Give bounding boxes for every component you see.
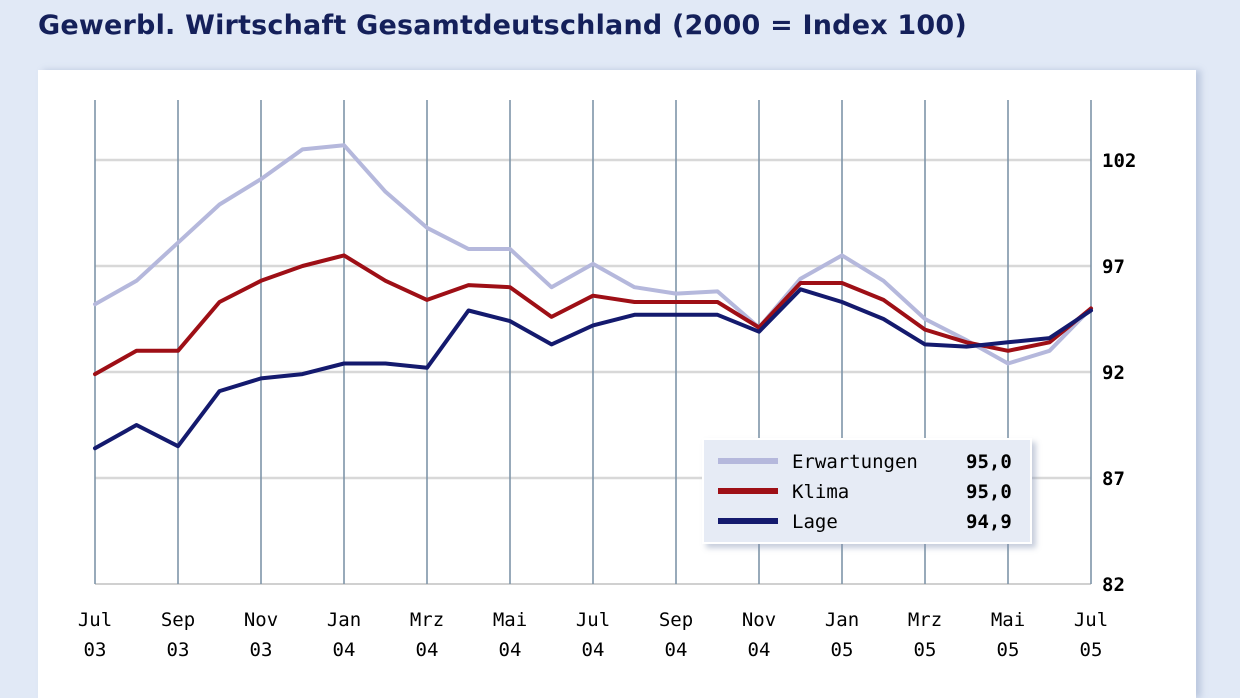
- chart-panel: 102 97 92 87 82 Jul 03 Sep 03 Nov 03 Jan 04 Mrz 04 Mai…: [38, 70, 1196, 698]
- legend: Erwartungen 95,0 Klima 95,0 Lage 94,9: [702, 438, 1032, 544]
- x-tick-year: 04: [333, 639, 356, 661]
- x-tick-month: Jul: [1074, 609, 1108, 631]
- x-tick-year: 05: [997, 639, 1020, 661]
- x-tick-year: 04: [665, 639, 688, 661]
- line-chart: 102 97 92 87 82 Jul 03 Sep 03 Nov 03 Jan 04 Mrz 04 Mai…: [78, 100, 1136, 661]
- series-line-erwartungen: [93, 143, 1093, 366]
- series-line-klima: [93, 253, 1093, 377]
- x-tick-month: Jan: [825, 609, 859, 631]
- chart-subtitle: Gewerbl. Wirtschaft Gesamtdeutschland (2…: [38, 10, 967, 41]
- x-tick-year: 04: [416, 639, 439, 661]
- y-tick-label: 92: [1102, 362, 1125, 384]
- y-tick-label: 82: [1102, 574, 1125, 596]
- x-tick-month: Sep: [161, 609, 195, 631]
- x-tick-month: Jul: [576, 609, 610, 631]
- y-tick-label: 87: [1102, 468, 1125, 490]
- x-tick-year: 05: [1080, 639, 1103, 661]
- x-tick-month: Nov: [244, 609, 278, 631]
- x-tick-year: 05: [831, 639, 854, 661]
- y-tick-label: 102: [1102, 150, 1136, 172]
- x-tick-year: 04: [582, 639, 605, 661]
- legend-value-erwartungen: 95,0: [966, 451, 1012, 473]
- x-tick-month: Mai: [991, 609, 1025, 631]
- x-tick-year: 03: [250, 639, 273, 661]
- legend-value-klima: 95,0: [966, 481, 1012, 503]
- x-tick-month: Jan: [327, 609, 361, 631]
- x-tick-month: Mrz: [908, 609, 942, 631]
- x-tick-year: 05: [914, 639, 937, 661]
- legend-label-erwartungen: Erwartungen: [792, 451, 918, 473]
- x-tick-year: 03: [167, 639, 190, 661]
- x-tick-month: Mai: [493, 609, 527, 631]
- x-tick-year: 04: [499, 639, 522, 661]
- legend-label-lage: Lage: [792, 511, 838, 533]
- legend-value-lage: 94,9: [966, 511, 1012, 533]
- x-tick-year: 03: [84, 639, 107, 661]
- x-tick-month: Mrz: [410, 609, 444, 631]
- x-tick-month: Nov: [742, 609, 776, 631]
- series-line-lage: [93, 287, 1093, 451]
- x-tick-month: Jul: [78, 609, 112, 631]
- x-tick-year: 04: [748, 639, 771, 661]
- y-tick-label: 97: [1102, 256, 1125, 278]
- x-tick-month: Sep: [659, 609, 693, 631]
- legend-label-klima: Klima: [792, 481, 849, 503]
